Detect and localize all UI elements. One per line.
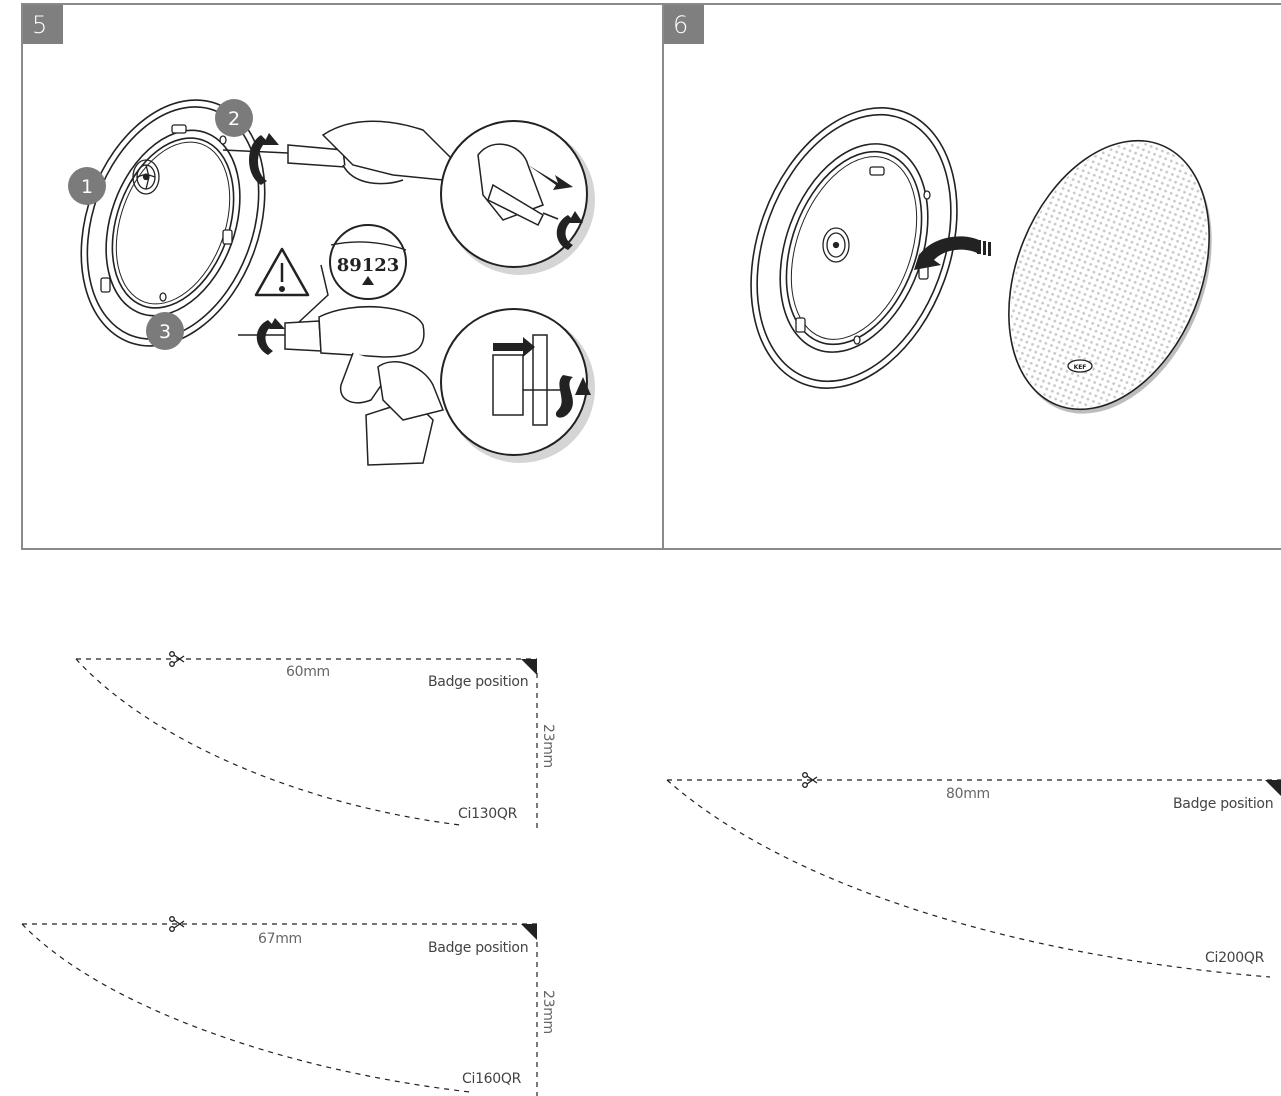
callout-2: 2: [215, 99, 253, 137]
badge-position-label: Badge position: [428, 674, 529, 690]
tweeter-illustration: [822, 227, 850, 263]
step-5-illustration: 1 2 3: [68, 99, 595, 466]
grille-badge: KEF: [1067, 359, 1093, 373]
svg-text:1: 1: [81, 176, 93, 198]
step-6-illustration: KEF: [750, 107, 1212, 414]
svg-text:2: 2: [228, 108, 240, 130]
rotate-icon: [249, 133, 279, 185]
callout-1: 1: [68, 167, 106, 205]
arrow-icon: [914, 236, 991, 270]
badge-corner-markers: [521, 659, 1281, 940]
speaker-frame-illustration: [80, 99, 266, 347]
svg-text:3: 3: [159, 321, 171, 343]
step-number: 6: [664, 5, 704, 44]
clamp-detail-bottom: [440, 308, 595, 463]
grille-illustration: [1008, 139, 1212, 414]
template-width-label: 80mm: [946, 786, 990, 802]
model-label: Ci130QR: [458, 806, 518, 822]
callout-3: 3: [146, 312, 184, 350]
clamp-illustrations: [100, 124, 233, 302]
template-width-label: 67mm: [258, 931, 302, 947]
drill-illustration: [238, 306, 445, 466]
scissors-icon: [169, 651, 185, 667]
step-6-panel: KEF 6: [662, 3, 1281, 550]
model-label: Ci160QR: [462, 1071, 522, 1087]
svg-text:89123: 89123: [337, 255, 400, 276]
torque-dial-illustration: 89123: [284, 224, 407, 336]
badge-position-label: Badge position: [428, 940, 529, 956]
clamp-detail-top: [440, 120, 595, 275]
scissors-icon: [169, 916, 185, 932]
tweeter-illustration: [132, 159, 160, 195]
model-label: Ci200QR: [1205, 950, 1265, 966]
template-height-label: 23mm: [540, 990, 556, 1034]
scissors-icon: [802, 772, 818, 788]
step-number: 5: [23, 5, 63, 44]
template-width-label: 60mm: [286, 664, 330, 680]
warning-icon: [254, 247, 310, 297]
rotate-icon: [256, 318, 285, 355]
template-height-label: 23mm: [540, 724, 556, 768]
step-5-panel: 1 2 3: [21, 3, 664, 550]
svg-text:KEF: KEF: [1074, 364, 1087, 371]
badge-position-label: Badge position: [1173, 796, 1274, 812]
screwdriver-hand-illustration: [222, 120, 454, 185]
